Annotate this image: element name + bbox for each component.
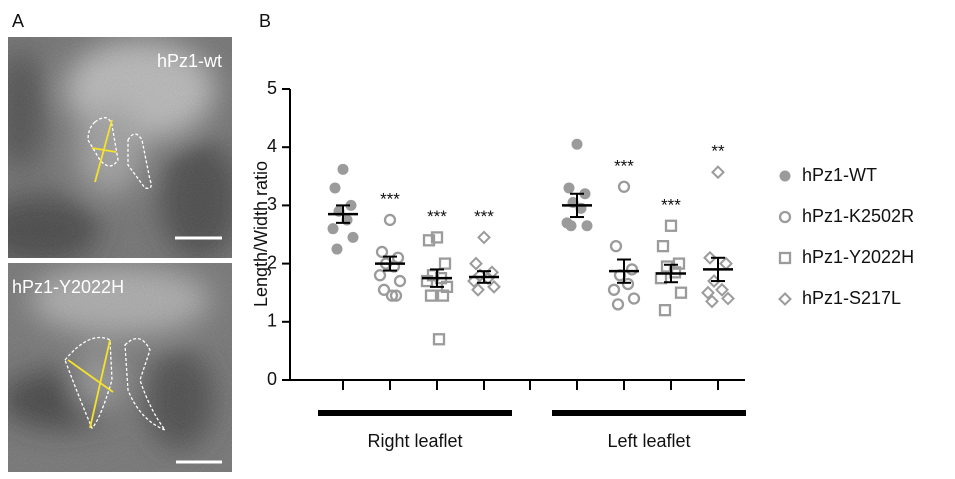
micrograph: [8, 37, 232, 258]
data-point: [337, 163, 349, 175]
data-point: [609, 239, 623, 253]
data-point: [674, 286, 688, 299]
data-point: [778, 251, 792, 265]
significance: ***: [661, 195, 681, 214]
data-point: [701, 285, 715, 300]
data-point: [467, 274, 481, 288]
y-tick-label: 1: [267, 311, 277, 331]
data-point: [617, 180, 631, 193]
data-point: [469, 256, 483, 271]
data-point: [389, 289, 403, 302]
significance: ***: [380, 189, 400, 208]
data-point: [347, 231, 359, 243]
legend-label: hPz1-S217L: [802, 288, 901, 308]
y-tick-label: 0: [267, 369, 277, 389]
data-point: [579, 188, 591, 200]
data-point: [719, 256, 733, 271]
data-point: [375, 245, 389, 259]
data-point: [611, 298, 625, 311]
y-tick-label: 2: [267, 252, 277, 272]
group-label: Left leaflet: [607, 431, 690, 451]
data-point: [565, 220, 577, 232]
data-point: [327, 223, 339, 235]
significance: ***: [474, 207, 494, 226]
legend-label: hPz1-WT: [802, 165, 877, 185]
data-point: [383, 213, 397, 227]
data-point: [430, 231, 444, 244]
data-point: [329, 182, 341, 194]
data-point: [779, 170, 791, 182]
image-label: hPz1-Y2022H: [12, 277, 124, 297]
significance: ***: [427, 207, 447, 226]
data-point: [658, 304, 672, 317]
group-label: Right leaflet: [367, 431, 462, 451]
panel-label: B: [259, 11, 271, 31]
data-point: [393, 274, 407, 288]
data-point: [607, 283, 621, 296]
significance: **: [711, 142, 725, 161]
data-point: [420, 274, 434, 288]
data-point: [656, 239, 670, 253]
data-point: [377, 283, 391, 296]
data-point: [711, 165, 725, 180]
data-point: [778, 292, 792, 306]
data-point: [581, 220, 593, 232]
data-point: [563, 182, 575, 194]
data-point: [664, 219, 678, 232]
data-point: [373, 269, 387, 282]
data-point: [331, 243, 343, 255]
y-tick-label: 5: [267, 78, 277, 98]
data-point: [436, 289, 450, 302]
data-point: [471, 282, 485, 297]
data-point: [778, 210, 792, 224]
y-axis-label: Length/Width ratio: [251, 161, 271, 307]
data-point: [477, 230, 491, 245]
legend-label: hPz1-Y2022H: [802, 247, 914, 267]
data-point: [345, 199, 357, 211]
y-tick-label: 3: [267, 194, 277, 214]
data-point: [621, 277, 635, 291]
image-label: hPz1-wt: [157, 51, 222, 71]
y-tick-label: 4: [267, 136, 277, 156]
micrograph: [8, 263, 232, 472]
data-point: [705, 294, 719, 309]
data-point: [424, 289, 438, 302]
data-point: [703, 250, 717, 265]
data-point: [432, 333, 446, 346]
data-point: [715, 282, 729, 297]
data-point: [385, 289, 399, 302]
data-point: [422, 234, 436, 247]
panel-label: A: [12, 11, 24, 31]
data-point: [625, 263, 639, 276]
data-point: [571, 138, 583, 150]
data-point: [627, 292, 641, 305]
significance: ***: [614, 156, 634, 175]
data-point: [438, 257, 452, 270]
data-point: [487, 279, 501, 294]
data-point: [721, 291, 735, 306]
legend-label: hPz1-K2502R: [802, 206, 914, 226]
